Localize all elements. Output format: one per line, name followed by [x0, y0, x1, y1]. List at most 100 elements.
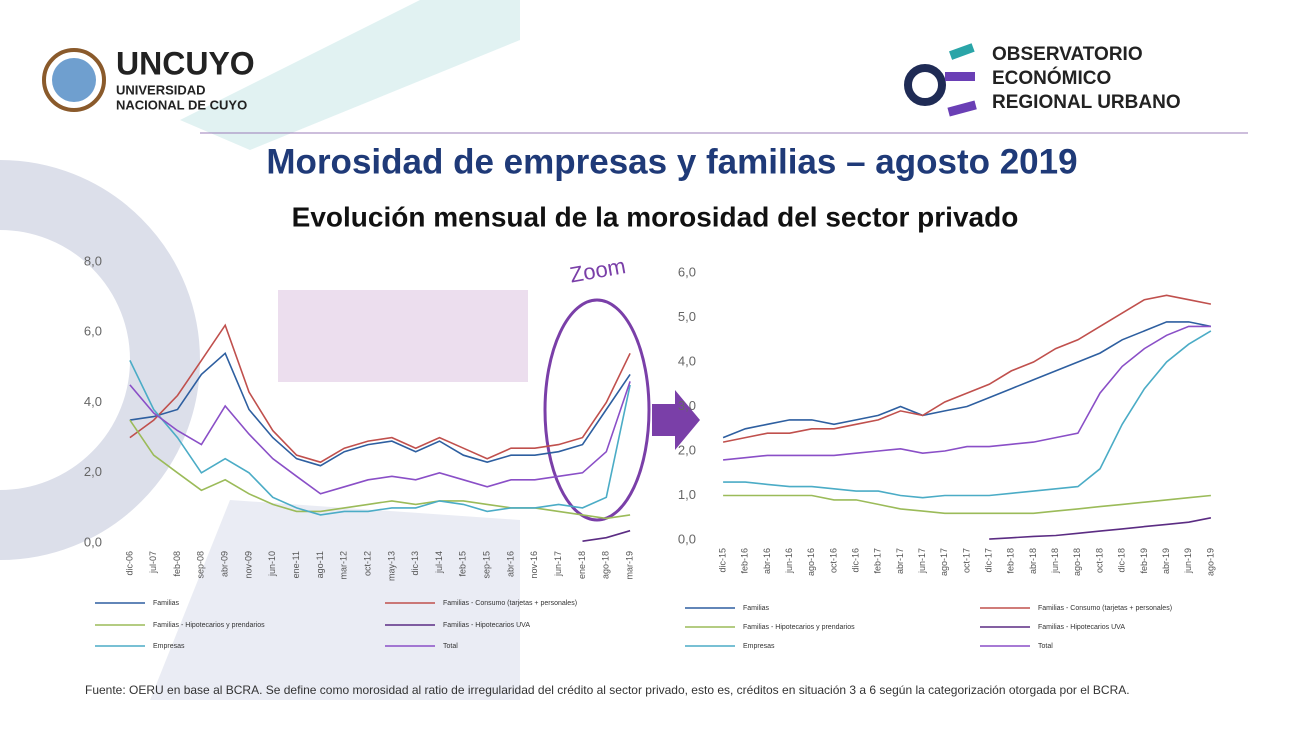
footnote: Fuente: OERU en base al BCRA. Se define …: [85, 683, 1130, 697]
legend-label: Familias - Consumo (tarjetas + personale…: [1038, 605, 1172, 612]
zoom-ellipse: [543, 298, 651, 522]
legend-label: Familias: [743, 605, 770, 612]
x-tick-label: ene-11: [291, 551, 301, 578]
x-tick-label: feb-17: [873, 548, 883, 574]
x-tick-label: dic-15: [717, 548, 727, 573]
x-tick-label: jul-14: [434, 551, 444, 574]
x-tick-label: jun-18: [1050, 548, 1060, 574]
logo-line: UNIVERSIDAD: [116, 82, 206, 97]
zoom-arrow: [652, 390, 700, 450]
slide-title: Morosidad de empresas y familias – agost…: [266, 142, 1077, 181]
x-tick-label: feb-15: [458, 551, 468, 577]
x-tick-label: jul-07: [148, 551, 158, 574]
oeru-bar: [947, 100, 977, 117]
x-tick-label: oct-18: [1094, 548, 1104, 573]
y-tick-label: 0,0: [84, 534, 102, 549]
y-tick-label: 4,0: [84, 394, 102, 409]
x-tick-label: jun-10: [267, 551, 277, 577]
series-line: [129, 360, 631, 516]
x-tick-label: may-13: [386, 551, 396, 581]
decor-ring: [0, 160, 200, 560]
y-tick-label: 0,0: [678, 531, 696, 546]
slide-subtitle: Evolución mensual de la morosidad del se…: [292, 201, 1019, 232]
oeru-bar: [949, 43, 975, 60]
x-tick-label: ago-16: [806, 548, 816, 576]
x-tick-label: jun-19: [1183, 548, 1193, 574]
y-tick-label: 6,0: [84, 324, 102, 339]
x-tick-label: nov-16: [529, 551, 539, 579]
series-line: [723, 325, 1211, 461]
legend-label: Familias: [153, 600, 180, 607]
legend-label: Total: [1038, 643, 1053, 650]
x-tick-label: oct-12: [362, 551, 372, 576]
x-tick-label: feb-08: [172, 551, 182, 577]
y-tick-label: 3,0: [678, 398, 696, 413]
x-tick-label: jun-16: [784, 548, 794, 574]
y-tick-label: 4,0: [678, 353, 696, 368]
legend-label: Empresas: [743, 643, 775, 650]
logo-line: OBSERVATORIO: [992, 44, 1143, 65]
legend-label: Familias - Hipotecarios y prendarios: [743, 624, 855, 631]
logo-line: REGIONAL URBANO: [992, 92, 1181, 113]
x-tick-label: abr-18: [1028, 548, 1038, 574]
legend-label: Empresas: [153, 643, 185, 650]
series-line: [722, 294, 1212, 443]
y-tick-label: 1,0: [678, 487, 696, 502]
decor-shape: [150, 500, 520, 700]
legend-label: Familias - Hipotecarios UVA: [1038, 624, 1125, 631]
decor-band: [180, 0, 520, 150]
y-tick-label: 5,0: [678, 309, 696, 324]
x-tick-label: dic-13: [410, 551, 420, 576]
series-line: [129, 381, 631, 495]
y-tick-label: 6,0: [678, 264, 696, 279]
x-tick-label: jun-17: [553, 551, 563, 577]
y-tick-label: 2,0: [84, 464, 102, 479]
uncuyo-seal-inner: [52, 58, 96, 102]
logo-line: NACIONAL DE CUYO: [116, 97, 247, 112]
decor-rect: [278, 290, 528, 382]
logo-name: UNCUYO: [116, 45, 255, 81]
x-tick-label: dic-06: [124, 551, 134, 576]
x-tick-label: feb-18: [1006, 548, 1016, 574]
series-line: [129, 323, 631, 464]
x-tick-label: sep-08: [196, 551, 206, 579]
x-tick-label: feb-19: [1139, 548, 1149, 574]
x-tick-label: abr-09: [220, 551, 230, 577]
legend-label: Familias - Hipotecarios UVA: [443, 622, 530, 629]
x-tick-label: feb-16: [740, 548, 750, 574]
series-line: [129, 419, 631, 520]
series-line: [129, 351, 631, 467]
x-tick-label: nov-09: [243, 551, 253, 579]
x-tick-label: ago-17: [939, 548, 949, 576]
x-tick-label: abr-16: [505, 551, 515, 577]
zoom-annotation: Zoom: [568, 253, 628, 287]
x-tick-label: abr-16: [762, 548, 772, 574]
x-tick-label: oct-17: [961, 548, 971, 573]
x-tick-label: jun-17: [917, 548, 927, 574]
x-tick-label: abr-17: [895, 548, 905, 574]
x-tick-label: ago-18: [601, 551, 611, 579]
x-tick-label: sep-15: [482, 551, 492, 579]
y-tick-label: 2,0: [678, 442, 696, 457]
x-tick-label: mar-19: [624, 551, 634, 580]
x-tick-label: abr-19: [1161, 548, 1171, 574]
x-tick-label: dic-16: [851, 548, 861, 573]
x-tick-label: ene-18: [577, 551, 587, 579]
legend-label: Familias - Hipotecarios y prendarios: [153, 622, 265, 629]
legend-label: Total: [443, 643, 458, 650]
logo-line: ECONÓMICO: [992, 67, 1111, 89]
legend-label: Familias - Consumo (tarjetas + personale…: [443, 600, 577, 607]
oeru-ring: [904, 64, 946, 106]
x-tick-label: oct-16: [828, 548, 838, 573]
series-line: [989, 517, 1212, 540]
oeru-bar: [945, 72, 975, 81]
series-line: [723, 494, 1211, 515]
series-line: [582, 529, 631, 542]
x-tick-label: mar-12: [339, 551, 349, 580]
series-line: [723, 330, 1212, 499]
x-tick-label: ago-19: [1205, 548, 1215, 576]
y-tick-label: 8,0: [84, 253, 102, 268]
x-tick-label: dic-18: [1117, 548, 1127, 573]
x-tick-label: dic-17: [984, 548, 994, 573]
